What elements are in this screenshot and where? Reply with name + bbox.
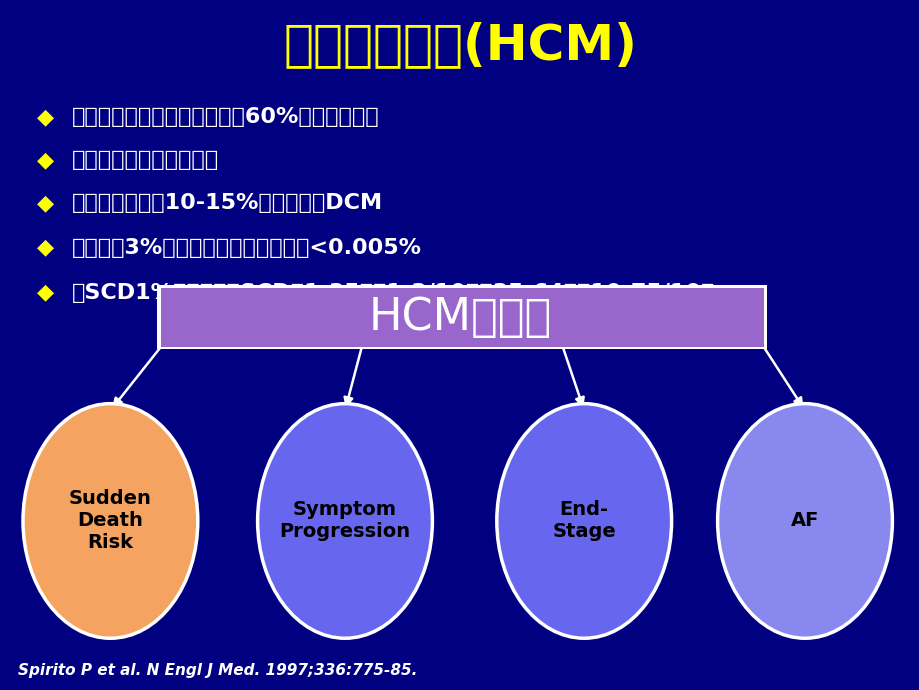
- Text: Symptom
Progression: Symptom Progression: [279, 500, 410, 542]
- Text: 最常见的遗传性心血管疾病，60%病人为遗传性: 最常见的遗传性心血管疾病，60%病人为遗传性: [72, 108, 379, 127]
- Text: End-
Stage: End- Stage: [551, 500, 616, 542]
- Text: ◆: ◆: [37, 283, 54, 302]
- Text: 主要为常染色体显性遗传: 主要为常染色体显性遗传: [72, 150, 219, 170]
- Text: 年SCD1%，一般人群SCD：1-35岁，1-3/10万；35-64岁，10-75/10万: 年SCD1%，一般人群SCD：1-35岁，1-3/10万；35-64岁，10-7…: [72, 283, 714, 302]
- Text: Sudden
Death
Risk: Sudden Death Risk: [69, 489, 152, 553]
- Text: Spirito P et al. N Engl J Med. 1997;336:775-85.: Spirito P et al. N Engl J Med. 1997;336:…: [18, 662, 417, 678]
- Text: ◆: ◆: [37, 238, 54, 257]
- FancyBboxPatch shape: [157, 286, 766, 349]
- Text: ◆: ◆: [37, 193, 54, 213]
- Ellipse shape: [496, 404, 671, 638]
- Text: 临床进展缓慢，10-15%病人进展为DCM: 临床进展缓慢，10-15%病人进展为DCM: [72, 193, 382, 213]
- Text: AF: AF: [790, 511, 818, 531]
- Text: 肥厚性心肌病(HCM): 肥厚性心肌病(HCM): [283, 21, 636, 69]
- Ellipse shape: [257, 404, 432, 638]
- Text: HCM的预后: HCM的预后: [368, 296, 551, 339]
- Text: ◆: ◆: [37, 108, 54, 127]
- Text: 年死亡率3%，一般人群全因年死亡率<0.005%: 年死亡率3%，一般人群全因年死亡率<0.005%: [72, 238, 421, 257]
- Text: ◆: ◆: [37, 150, 54, 170]
- FancyBboxPatch shape: [161, 288, 763, 346]
- Ellipse shape: [717, 404, 891, 638]
- Ellipse shape: [23, 404, 198, 638]
